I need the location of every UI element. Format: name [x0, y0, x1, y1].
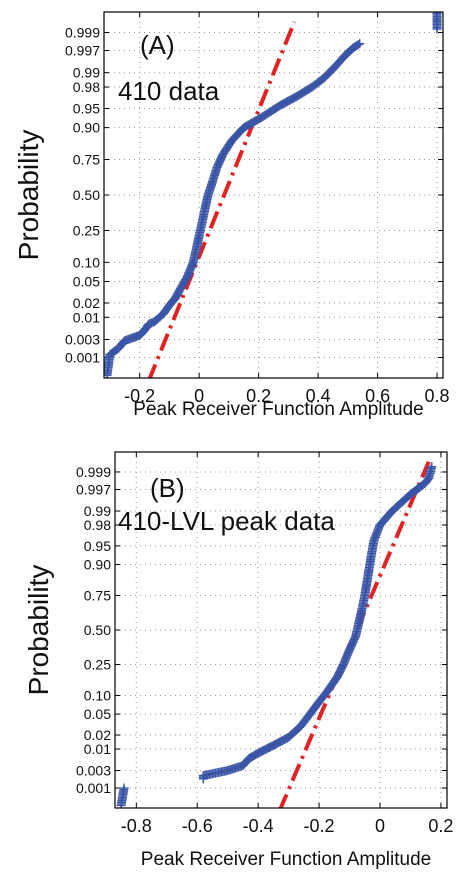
y-tick-label: 0.05	[84, 706, 111, 722]
x-tick-label: 0.4	[306, 386, 331, 406]
reference-fit-line	[147, 21, 297, 378]
plot-frame	[114, 451, 448, 809]
y-tick-label: 0.02	[84, 727, 111, 743]
data-point-marker	[433, 3, 442, 12]
y-tick-label: 0.25	[73, 222, 100, 238]
y-tick-label: 0.98	[84, 517, 111, 533]
data-point-marker	[436, 12, 438, 15]
data-point-marker	[355, 39, 365, 49]
y-tick-label: 0.98	[73, 79, 100, 95]
x-axis-label: Peak Receiver Function Amplitude	[133, 399, 423, 420]
y-tick-label: 0.25	[84, 656, 111, 672]
panel-annotation: 410 data	[118, 76, 220, 106]
y-tick-label: 0.95	[73, 101, 100, 117]
y-tick-label: 0.95	[84, 538, 111, 554]
y-tick-label: 0.90	[84, 556, 111, 572]
y-tick-label: 0.997	[65, 43, 100, 59]
x-tick-label: 0.8	[425, 386, 450, 406]
plot-area	[116, 460, 437, 808]
y-tick-label: 0.003	[76, 763, 111, 779]
y-tick-label: 0.999	[65, 25, 100, 41]
data-point-marker	[433, 1, 442, 10]
y-tick-label: 0.001	[76, 780, 111, 796]
data-point-marker	[433, 0, 442, 6]
x-tick-label: 0	[194, 386, 204, 406]
x-tick-label: 0.2	[428, 816, 453, 836]
y-tick-label: 0.997	[76, 481, 111, 497]
x-tick-label: 0.6	[365, 386, 390, 406]
data-point-marker	[433, 0, 442, 4]
y-tick-label: 0.50	[84, 622, 111, 638]
y-tick-label: 0.10	[73, 254, 100, 270]
y-tick-label: 0.05	[73, 273, 100, 289]
y-tick-label: 0.50	[73, 187, 100, 203]
x-tick-label: 0	[375, 816, 385, 836]
panel-annotation: 410-LVL peak data	[118, 506, 335, 536]
plot-area	[104, 0, 442, 378]
y-tick-label: 0.90	[73, 120, 100, 136]
y-tick-label: 0.10	[84, 688, 111, 704]
y-tick-label: 0.99	[84, 503, 111, 519]
x-tick-label: -0.8	[121, 816, 152, 836]
panel-label: (A)	[140, 30, 175, 60]
y-tick-label: 0.75	[73, 152, 100, 168]
y-tick-label: 0.003	[65, 331, 100, 347]
x-tick-label: -0.6	[182, 816, 213, 836]
plot-frame	[103, 11, 444, 379]
data-point-marker	[353, 40, 363, 50]
y-tick-label: 0.01	[73, 309, 100, 325]
data-point-marker	[432, 12, 442, 17]
data-point-marker	[427, 462, 437, 472]
y-tick-label: 0.99	[73, 65, 100, 81]
panel-a: -0.2 0 0.2 0.4 0.6 0.8 0.001 0.003 0.010.02 0.05 0…	[13, 0, 450, 420]
y-axis-label: Probability	[23, 565, 54, 696]
x-tick-label: -0.2	[304, 816, 335, 836]
y-tick-label: 0.999	[76, 464, 111, 480]
y-tick-label: 0.01	[84, 741, 111, 757]
x-tick-label: -0.2	[124, 386, 155, 406]
data-point-marker	[119, 783, 129, 793]
y-tick-label: 0.75	[84, 588, 111, 604]
y-axis-label: Probability	[13, 130, 44, 261]
panel-label: (B)	[150, 473, 185, 503]
data-point-marker	[433, 0, 442, 9]
data-point-marker	[433, 0, 442, 7]
y-tick-label: 0.001	[65, 349, 100, 365]
x-tick-label: 0.2	[246, 386, 271, 406]
x-axis-label: Peak Receiver Function Amplitude	[141, 849, 431, 870]
x-tick-label: -0.4	[243, 816, 274, 836]
y-tick-label: 0.02	[73, 295, 100, 311]
